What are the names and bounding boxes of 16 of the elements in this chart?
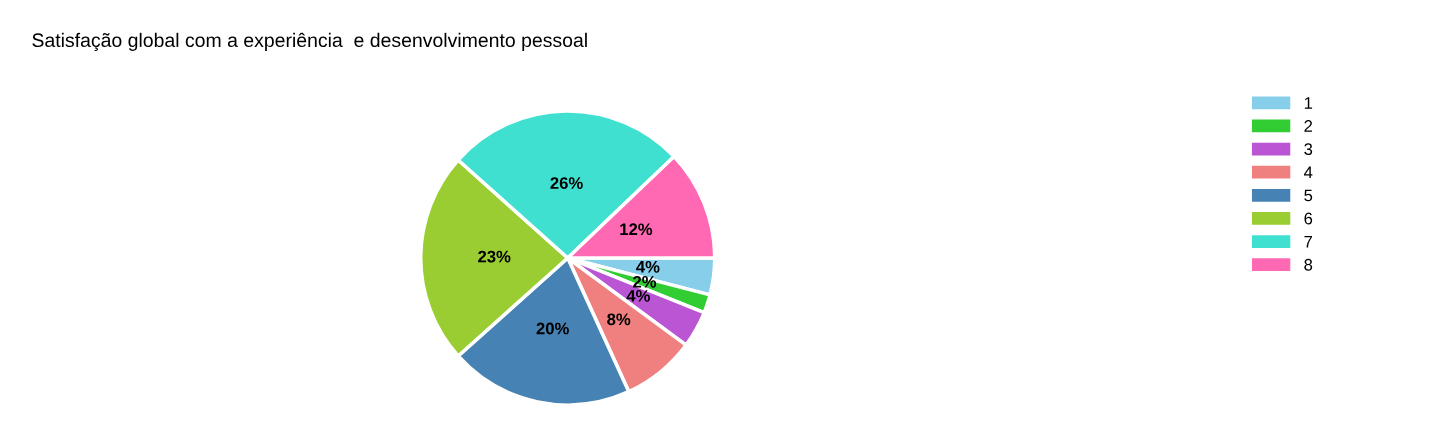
legend-label: 3 — [1304, 143, 1313, 156]
chart-title: Satisfação global com a experiência e desenvolvimento pessoal — [32, 32, 587, 52]
legend-label: 7 — [1304, 235, 1313, 248]
data-label: 4% — [626, 290, 650, 302]
legend-label: 4 — [1304, 166, 1313, 179]
legend-label: 1 — [1304, 97, 1313, 109]
data-label: 26% — [550, 177, 583, 189]
legend-label: 2 — [1304, 120, 1313, 132]
data-label: 4% — [636, 260, 660, 273]
legend-label: 6 — [1304, 212, 1313, 225]
legend-label: 8 — [1304, 258, 1313, 271]
data-label: 23% — [478, 250, 511, 263]
data-label: 20% — [536, 322, 569, 335]
data-label: 12% — [620, 223, 653, 236]
data-label: 8% — [607, 313, 631, 326]
legend-label: 5 — [1304, 189, 1313, 202]
